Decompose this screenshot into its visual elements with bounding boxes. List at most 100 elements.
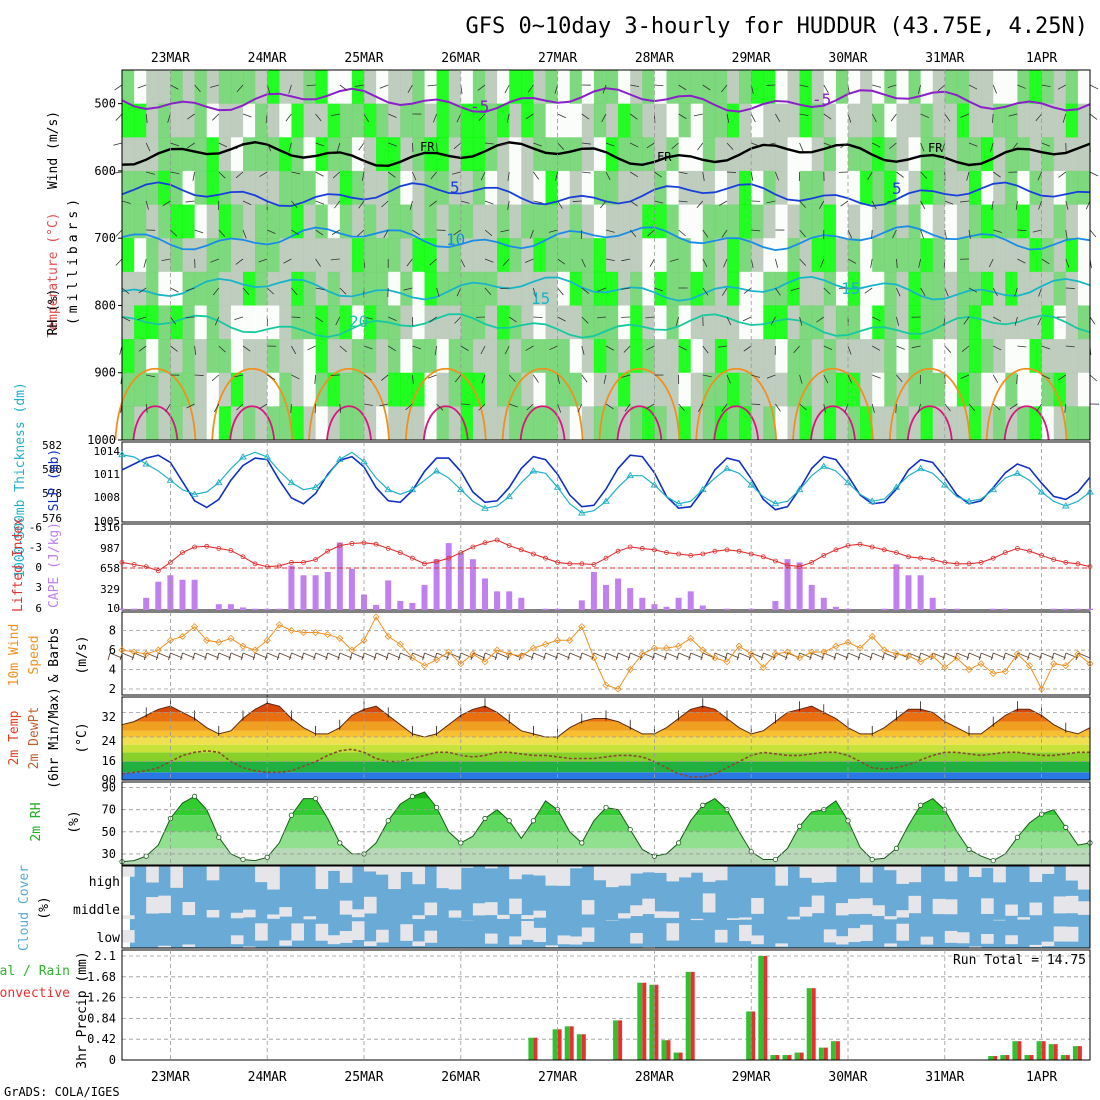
cloud-block (122, 930, 135, 943)
cape-bar (1074, 608, 1081, 610)
rh-cell (860, 170, 873, 206)
wind-marker (977, 660, 985, 668)
cloud-block (823, 866, 837, 883)
wind-barb-flag (228, 652, 232, 661)
rh-cell (351, 339, 365, 374)
wind-barb (315, 229, 324, 236)
rh-cell (981, 339, 994, 374)
wind-barb (823, 652, 837, 659)
wind-barb (799, 200, 807, 208)
li-marker (821, 553, 827, 558)
date-label: 31MAR (925, 1070, 964, 1085)
rh-marker (240, 856, 246, 863)
rh-cell (860, 238, 873, 273)
rh-marker (192, 793, 198, 799)
wind-barb (242, 287, 250, 296)
wind-barb (331, 229, 341, 235)
wind-barb (507, 200, 510, 210)
thickness-marker (699, 485, 707, 493)
cloud-block (122, 866, 135, 877)
rh-cell (1077, 339, 1091, 374)
rh-cell (243, 238, 256, 273)
precip-conv-bar (787, 1055, 792, 1060)
rh-cell (218, 339, 232, 374)
rh-cell (775, 70, 788, 105)
rh-cell (279, 372, 292, 407)
wind-barb (646, 345, 655, 351)
rh-cell (545, 204, 559, 239)
cloud-block (448, 866, 462, 890)
rh-cell (400, 372, 413, 407)
cloud-block (739, 917, 752, 920)
isotherm-warm-loop (792, 368, 874, 441)
rh-cell (872, 170, 885, 206)
rh-cell (472, 305, 486, 340)
rh-cell (424, 339, 438, 374)
rh-cell (642, 271, 655, 306)
rh-cell (364, 271, 377, 306)
rh-cell (472, 204, 486, 239)
rh-cell (255, 339, 268, 374)
cloud-block (896, 866, 909, 884)
wind-barb (581, 171, 591, 174)
rh-cell (969, 137, 982, 172)
rh-cell (775, 103, 788, 138)
wind-barb (548, 229, 558, 233)
wind-barb (889, 142, 897, 149)
rh-cell (763, 339, 776, 374)
rh-cell (727, 339, 740, 374)
rh-cell (763, 271, 776, 306)
cloud-block (981, 933, 994, 944)
rh-cell (376, 372, 389, 407)
rh-cell (146, 170, 159, 206)
wind-barb (484, 287, 492, 296)
wind-barb (145, 200, 149, 210)
wind-barb (968, 287, 978, 293)
rh-cell (1065, 238, 1079, 273)
cloud-block (751, 935, 764, 945)
rh-cell (932, 70, 946, 105)
wind-barb (968, 229, 971, 239)
rh-cell (981, 170, 994, 206)
rh-cell (848, 238, 861, 273)
precip-total-bar (818, 1047, 824, 1060)
rh-cell (460, 372, 474, 407)
wind-barb (314, 374, 316, 385)
li-marker (228, 548, 234, 553)
rh-cell (944, 305, 958, 340)
contour-label: -5 (812, 90, 831, 109)
rh-cell (630, 137, 643, 172)
rh-cell (751, 170, 764, 206)
wind-barb (339, 652, 353, 659)
wind-barb (944, 403, 951, 412)
cloud-block (339, 866, 353, 883)
y-tick-label: 90 (102, 773, 116, 787)
rh-cell (618, 238, 631, 273)
precip-total-bar (685, 971, 691, 1060)
wind-marker (759, 664, 767, 672)
cape-bar (433, 559, 440, 610)
rh-cell (1029, 238, 1043, 273)
li-marker (627, 544, 633, 550)
rh-cell (146, 238, 159, 273)
cape-bar (627, 588, 634, 610)
isotherm-warm-loop (114, 368, 197, 441)
wind-barb (678, 113, 687, 119)
wind-barb (896, 287, 901, 297)
rh-cell (218, 271, 232, 306)
li-marker (615, 548, 621, 554)
rh-cell (956, 238, 970, 273)
rh-cell (823, 137, 837, 172)
rh-cell (230, 170, 244, 206)
rh-cell (993, 204, 1006, 239)
wind-marker (420, 662, 429, 670)
wind-barb (867, 171, 873, 180)
thickness-marker (723, 464, 731, 472)
rh-cell (134, 271, 147, 306)
cloud-block (545, 945, 559, 948)
rh-cell (981, 271, 994, 306)
rh-cell (485, 137, 498, 172)
rh-cell (545, 271, 559, 306)
thickness-marker (408, 485, 417, 493)
wind-barb (678, 84, 687, 91)
